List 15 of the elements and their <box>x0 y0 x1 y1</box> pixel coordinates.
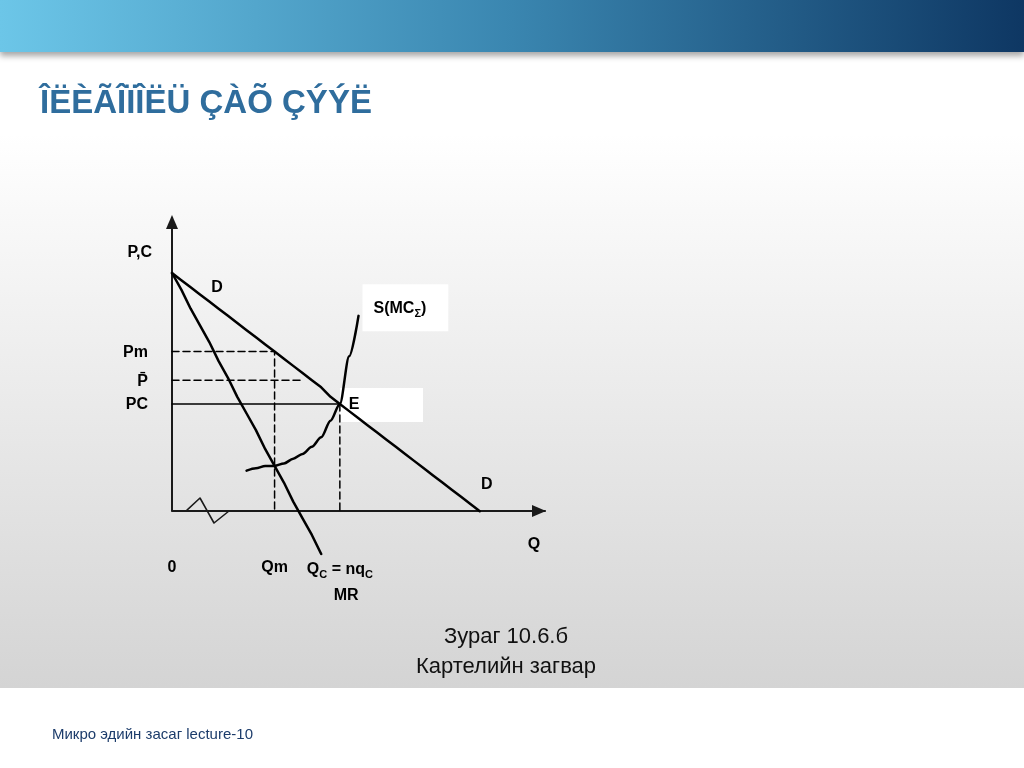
annotation: PC <box>125 395 149 413</box>
chart-title: ÎËÈÃÎÏÎËÜ ÇÀÕ ÇÝÝË <box>38 83 372 120</box>
text: Микро эдийн засаг lecture-10 <box>52 724 253 742</box>
annotation: E <box>348 395 360 413</box>
x-tick-label: Qm <box>261 557 288 575</box>
annotation: Pm <box>123 343 148 361</box>
x-axis-title: Q <box>527 534 541 552</box>
x-tick-label: 0 <box>167 557 177 575</box>
text: Зураг 10.6.б <box>443 622 569 648</box>
text: Картелийн загвар <box>415 652 597 678</box>
text: MR <box>333 585 360 603</box>
annotation: P̄ <box>137 370 149 389</box>
series-label: D <box>211 277 223 295</box>
text: D <box>480 474 493 492</box>
y-axis-title: P,C <box>127 242 153 260</box>
